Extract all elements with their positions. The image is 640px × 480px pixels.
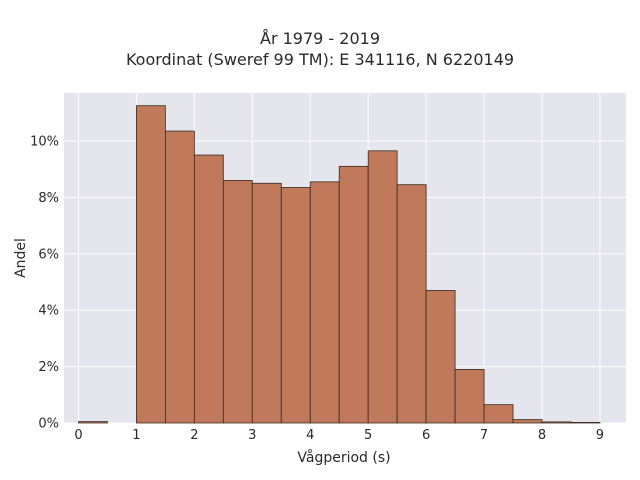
histogram-bar <box>454 369 485 424</box>
histogram-bar <box>541 421 572 424</box>
histogram-bar <box>222 180 253 424</box>
x-axis-ticks: 0 1 2 3 4 5 6 7 8 9 <box>74 428 604 443</box>
histogram-bar <box>396 184 427 424</box>
x-tick-label: 4 <box>306 428 314 443</box>
bars <box>78 105 601 424</box>
histogram-bar <box>251 182 282 424</box>
y-tick-label: 0% <box>38 417 59 432</box>
chart-title: År 1979 - 2019 <box>260 29 380 48</box>
y-tick-label: 6% <box>38 247 59 262</box>
y-axis-ticks: 0% 2% 4% 6% 8% 10% <box>30 134 59 431</box>
y-tick-label: 4% <box>38 304 59 319</box>
histogram-bar <box>136 105 166 424</box>
x-tick-label: 3 <box>248 428 256 443</box>
y-tick-label: 2% <box>38 360 59 375</box>
x-axis-label: Vågperiod (s) <box>297 449 390 466</box>
histogram-bar <box>193 154 224 424</box>
x-tick-label: 5 <box>364 428 372 443</box>
chart-subtitle: Koordinat (Sweref 99 TM): E 341116, N 62… <box>125 50 515 69</box>
histogram-bar <box>280 187 311 424</box>
histogram-bar <box>570 422 601 424</box>
y-tick-label: 10% <box>30 134 59 149</box>
x-tick-label: 8 <box>538 428 546 443</box>
x-tick-label: 9 <box>596 428 604 443</box>
histogram-bar <box>512 419 543 424</box>
x-tick-label: 1 <box>132 428 140 443</box>
histogram-bar <box>164 130 195 424</box>
x-tick-label: 0 <box>74 428 82 443</box>
histogram-bar <box>338 165 369 424</box>
x-tick-label: 7 <box>480 428 488 443</box>
y-tick-label: 8% <box>38 191 59 206</box>
y-axis-label: Andel <box>13 238 29 278</box>
histogram-bar <box>425 290 456 424</box>
x-tick-label: 2 <box>190 428 198 443</box>
histogram-bar <box>309 181 340 424</box>
x-tick-label: 6 <box>422 428 430 443</box>
histogram-bar <box>78 421 108 424</box>
histogram-bar <box>483 404 514 424</box>
histogram-bar <box>367 150 398 424</box>
